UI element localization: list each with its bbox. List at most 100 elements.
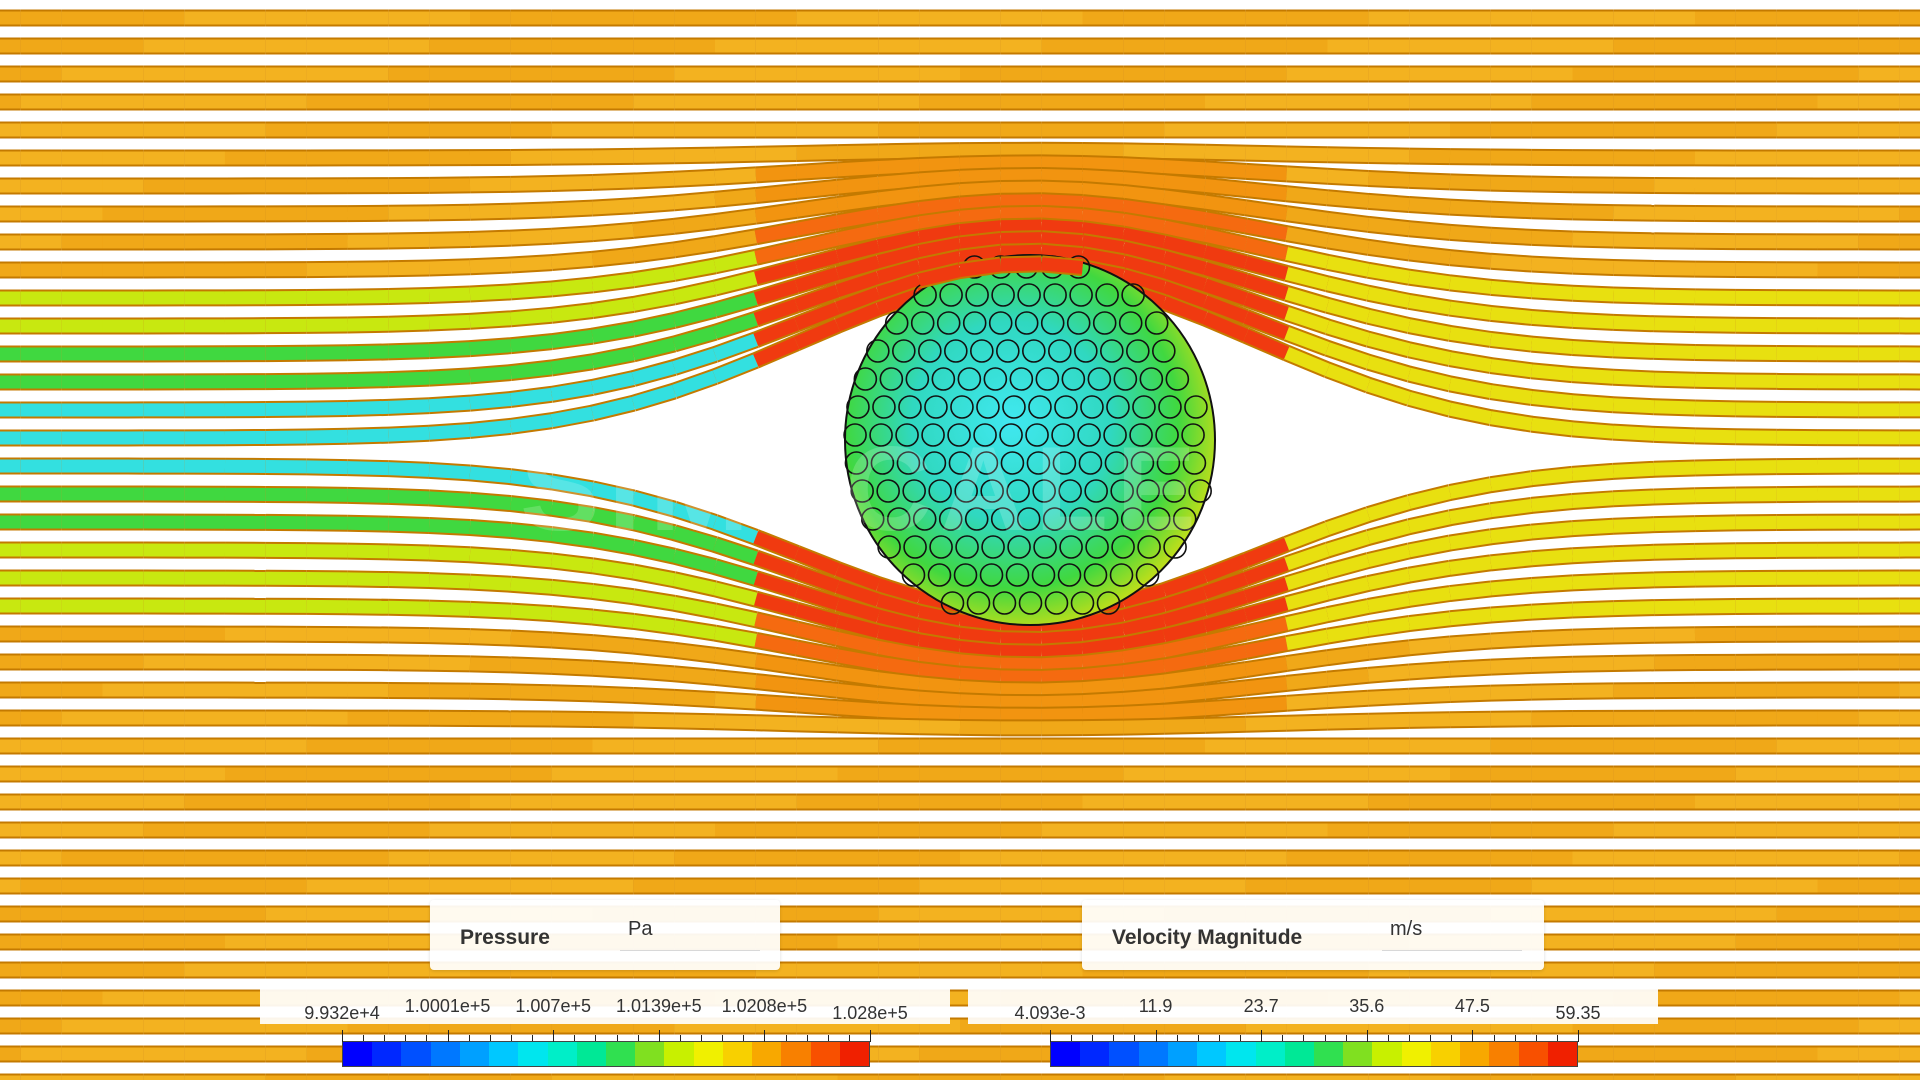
dimple: [1139, 367, 1164, 391]
streamline-segment: [754, 613, 799, 636]
dimple: [1084, 479, 1108, 503]
streamline-segment: [673, 170, 716, 186]
streamline-segment: [388, 545, 430, 560]
streamline-segment: [1327, 691, 1369, 708]
streamline-segment: [1366, 355, 1411, 381]
streamline-segment: [550, 528, 594, 547]
colorbar-segment: [459, 1042, 490, 1066]
streamline-segment: [1041, 669, 1083, 684]
streamline-segment: [388, 344, 430, 359]
streamline-segment: [674, 714, 716, 729]
dimple: [1083, 563, 1108, 587]
dimple: [872, 395, 896, 419]
streamline-segment: [1041, 630, 1083, 647]
streamline-segment: [1122, 172, 1165, 189]
dimple: [1095, 283, 1119, 307]
streamline-segment: [1531, 204, 1573, 219]
streamline-segment: [876, 259, 921, 284]
streamline-segment: [1041, 643, 1083, 659]
pressure-colorbar: [342, 1041, 870, 1067]
colorbar-minor-tick: [743, 1035, 745, 1041]
streamline-segment: [1572, 602, 1614, 617]
streamline-segment: [1286, 147, 1328, 162]
streamline-segment: [1408, 662, 1451, 679]
dimple: [1014, 311, 1039, 335]
streamline-segment: [959, 694, 1002, 709]
streamline-segment: [592, 174, 634, 189]
streamline-segment: [835, 302, 881, 332]
streamline-segment: [1204, 699, 1247, 716]
streamline-segment: [1407, 319, 1452, 340]
streamline-segment: [469, 466, 512, 484]
streamline-segment: [1654, 628, 1696, 642]
streamline-segment: [877, 703, 920, 719]
streamline-segment: [959, 194, 1002, 211]
streamline-segment: [918, 648, 961, 668]
dimple: [850, 479, 874, 503]
streamline-segment: [1161, 296, 1208, 325]
streamline-segment: [1531, 522, 1574, 539]
streamline-segment: [1366, 378, 1412, 405]
dimple: [1172, 507, 1197, 531]
colorbar-minor-tick: [1578, 1035, 1579, 1041]
colorbar-minor-tick: [342, 1035, 343, 1041]
streamline-segment: [1407, 511, 1452, 534]
streamline-segment: [1163, 160, 1206, 176]
streamline-segment: [550, 355, 594, 375]
streamline-segment: [1162, 281, 1208, 308]
colorbar-minor-tick: [1409, 1035, 1411, 1041]
streamline-segment: [1490, 605, 1533, 622]
pressure-legend-header[interactable]: Pressure Pa: [430, 900, 780, 970]
streamline-segment: [794, 566, 840, 593]
streamline-segment: [306, 460, 348, 475]
streamline-segment: [1408, 270, 1451, 290]
streamline-segment: [631, 491, 676, 516]
streamline-segment: [591, 223, 634, 241]
golf-ball-dimples: [843, 255, 1212, 615]
dimple: [947, 423, 971, 447]
dimple: [1135, 563, 1160, 587]
streamline-segment: [755, 716, 797, 731]
streamline-segment: [1654, 344, 1696, 359]
streamline-segment: [795, 198, 839, 217]
streamline-segment: [1572, 368, 1614, 384]
streamline-segment: [1367, 568, 1411, 590]
streamline-segment: [1366, 544, 1411, 567]
streamline-segment: [632, 614, 676, 634]
streamline-segment: [1122, 213, 1166, 234]
streamline-segment: [672, 348, 717, 374]
streamline-segment: [795, 679, 839, 697]
colorbar-segment: [1343, 1042, 1373, 1066]
streamline-segment: [1572, 684, 1614, 698]
streamline-segment: [672, 549, 717, 573]
streamline-segment: [1408, 198, 1451, 214]
streamline-segment: [1613, 261, 1655, 275]
streamline-segment: [1531, 549, 1573, 566]
dimple: [1096, 591, 1121, 615]
streamline-segment: [1572, 205, 1614, 220]
streamline-segment: [469, 177, 511, 192]
dimple: [1121, 283, 1145, 307]
streamline-segment: [1081, 222, 1125, 241]
streamline-segment: [1243, 311, 1290, 340]
dimple: [870, 451, 895, 475]
dimple: [938, 507, 963, 531]
colorbar-minor-tick: [1430, 1035, 1432, 1041]
streamline-segment: [795, 215, 839, 236]
dimple: [877, 535, 901, 559]
streamline-segment: [1407, 343, 1452, 365]
streamline-segment: [1531, 630, 1573, 646]
streamline-segment: [672, 526, 717, 551]
streamline-segment: [1162, 603, 1207, 627]
streamline-segment: [1367, 665, 1410, 682]
velocity-legend-header[interactable]: Velocity Magnitude m/s: [1082, 900, 1544, 970]
streamline-segment: [918, 677, 961, 694]
streamline-segment: [673, 643, 716, 662]
streamline-segment: [1041, 656, 1083, 672]
dimple: [955, 535, 979, 559]
streamline-segment: [632, 639, 675, 657]
dimple: [921, 423, 945, 447]
streamline-segment: [835, 614, 880, 639]
streamline-segment: [878, 159, 920, 175]
